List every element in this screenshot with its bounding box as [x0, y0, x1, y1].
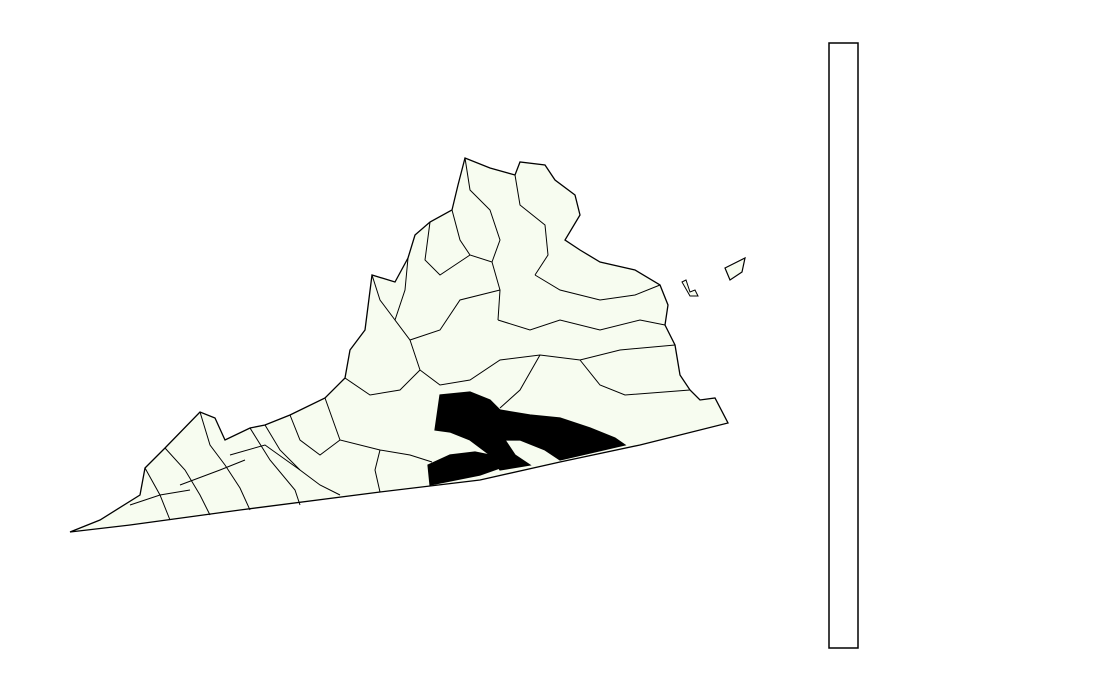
- colorbar-gradient: [828, 42, 859, 649]
- region-southeast: [499, 409, 627, 461]
- eastern-shore: [724, 256, 746, 281]
- region-boundaries: [129, 157, 691, 521]
- island-fragment: [681, 279, 699, 297]
- region-southside: [427, 451, 501, 486]
- region-south-central: [434, 391, 532, 471]
